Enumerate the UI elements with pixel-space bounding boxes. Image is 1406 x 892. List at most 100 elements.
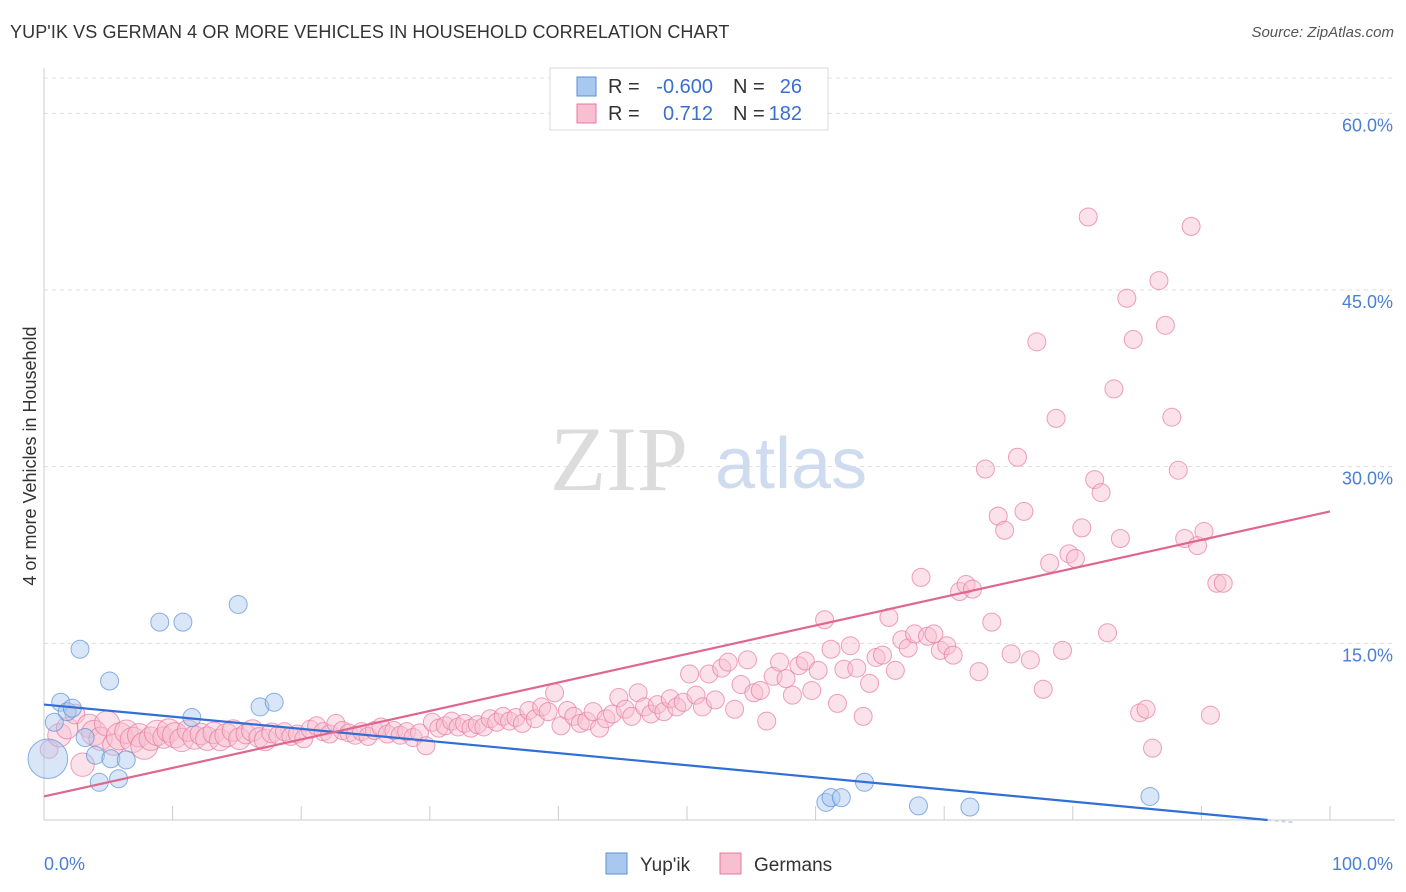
yupik-point bbox=[250, 697, 270, 717]
germans-point bbox=[699, 664, 719, 684]
germans-point bbox=[1072, 518, 1092, 538]
germans-point bbox=[1033, 679, 1053, 699]
germans-point bbox=[1065, 549, 1085, 569]
germans-point bbox=[1046, 408, 1066, 428]
germans-point bbox=[545, 683, 565, 703]
trend-lines bbox=[43, 510, 1331, 824]
germans-point bbox=[1136, 699, 1156, 719]
germans-point bbox=[827, 693, 847, 713]
y-tick-label: 60.0% bbox=[1342, 115, 1393, 135]
germans-point bbox=[847, 658, 867, 678]
yupik-point bbox=[70, 639, 90, 659]
gridlines bbox=[44, 77, 1395, 644]
germans-point bbox=[988, 506, 1008, 526]
legend-swatch-germans bbox=[576, 103, 597, 124]
tick-labels: 15.0% 30.0% 45.0% 60.0% 0.0% 100.0% bbox=[44, 115, 1393, 874]
germans-point bbox=[538, 702, 558, 722]
legend-n-label-germans: N = bbox=[733, 103, 765, 125]
germans-point bbox=[815, 610, 835, 630]
germans-point bbox=[718, 652, 738, 672]
yupik-point bbox=[150, 612, 170, 632]
germans-point bbox=[1168, 460, 1188, 480]
germans-point bbox=[757, 711, 777, 731]
legend-r-value-germans: 0.712 bbox=[663, 103, 713, 125]
germans-point bbox=[1104, 379, 1124, 399]
germans-point bbox=[1098, 623, 1118, 643]
germans-point bbox=[1123, 329, 1143, 349]
legend-n-value-yupik: 26 bbox=[780, 76, 802, 98]
yupik-point bbox=[960, 797, 980, 817]
y-tick-label: 45.0% bbox=[1342, 292, 1393, 312]
y-tick-label: 15.0% bbox=[1342, 645, 1393, 665]
germans-point bbox=[615, 699, 635, 719]
germans-point bbox=[1078, 207, 1098, 227]
germans-point bbox=[162, 722, 189, 749]
germans-point bbox=[1040, 553, 1060, 573]
germans-point bbox=[1027, 332, 1047, 352]
germans-point bbox=[1014, 501, 1034, 521]
yupik-point bbox=[908, 796, 928, 816]
germans-point bbox=[808, 660, 828, 680]
yupik-point bbox=[44, 712, 64, 732]
germans-point bbox=[982, 612, 1002, 632]
germans-point bbox=[1053, 640, 1073, 660]
yupik-point bbox=[1140, 786, 1160, 806]
yupik-trend-line bbox=[43, 703, 1268, 822]
legend-label-germans: Germans bbox=[754, 855, 832, 876]
chart-title: YUP'IK VS GERMAN 4 OR MORE VEHICLES IN H… bbox=[10, 22, 730, 42]
germans-point bbox=[609, 688, 629, 708]
germans-point bbox=[840, 636, 860, 656]
legend-swatch-yupik bbox=[576, 76, 597, 97]
germans-point bbox=[590, 718, 610, 738]
axes bbox=[43, 68, 1395, 821]
y-axis-title: 4 or more Vehicles in Household bbox=[20, 326, 40, 585]
germans-point bbox=[937, 636, 957, 656]
yupik-trend-extension bbox=[1267, 819, 1294, 824]
yupik-point bbox=[228, 594, 248, 614]
germans-point bbox=[911, 567, 931, 587]
germans-point bbox=[853, 706, 873, 726]
germans-point bbox=[750, 680, 770, 700]
germans-point bbox=[647, 695, 667, 715]
germans-point bbox=[1207, 573, 1227, 593]
correlation-legend: R = -0.600 N = 26 R = 0.712 N = 182 bbox=[549, 67, 829, 131]
germans-point bbox=[802, 680, 822, 700]
germans-point bbox=[602, 704, 622, 724]
germans-point bbox=[860, 673, 880, 693]
germans-point bbox=[795, 651, 815, 671]
germans-point bbox=[1181, 216, 1201, 236]
germans-point bbox=[995, 520, 1015, 540]
germans-trend-line bbox=[43, 510, 1331, 798]
yupik-points bbox=[27, 594, 1160, 817]
germans-point bbox=[885, 660, 905, 680]
germans-point bbox=[1130, 703, 1150, 723]
germans-point bbox=[686, 685, 706, 705]
y-tick-label: 30.0% bbox=[1342, 469, 1393, 489]
yupik-point bbox=[116, 750, 136, 770]
yupik-point bbox=[821, 788, 841, 808]
legend-n-value-germans: 182 bbox=[769, 103, 802, 125]
watermark-atlas: atlas bbox=[715, 424, 867, 504]
legend-r-label-germans: R = bbox=[608, 103, 640, 125]
germans-point bbox=[1091, 483, 1111, 503]
germans-point bbox=[1117, 288, 1137, 308]
legend-r-value-yupik: -0.600 bbox=[656, 76, 713, 98]
yupik-point bbox=[27, 738, 69, 780]
yupik-point bbox=[85, 745, 105, 765]
series-legend: Yup'ik Germans bbox=[605, 852, 832, 876]
germans-point bbox=[628, 683, 648, 703]
germans-point bbox=[195, 726, 220, 751]
germans-point bbox=[680, 664, 700, 684]
yupik-point bbox=[831, 788, 851, 808]
germans-point bbox=[1200, 705, 1220, 725]
germans-point bbox=[821, 639, 841, 659]
yupik-point bbox=[100, 671, 120, 691]
germans-point bbox=[622, 706, 642, 726]
germans-point bbox=[1110, 529, 1130, 549]
yupik-point bbox=[75, 728, 95, 748]
germans-point bbox=[975, 459, 995, 479]
germans-point bbox=[202, 721, 226, 745]
yupik-point bbox=[173, 612, 193, 632]
x-tick-label: 0.0% bbox=[44, 854, 85, 874]
